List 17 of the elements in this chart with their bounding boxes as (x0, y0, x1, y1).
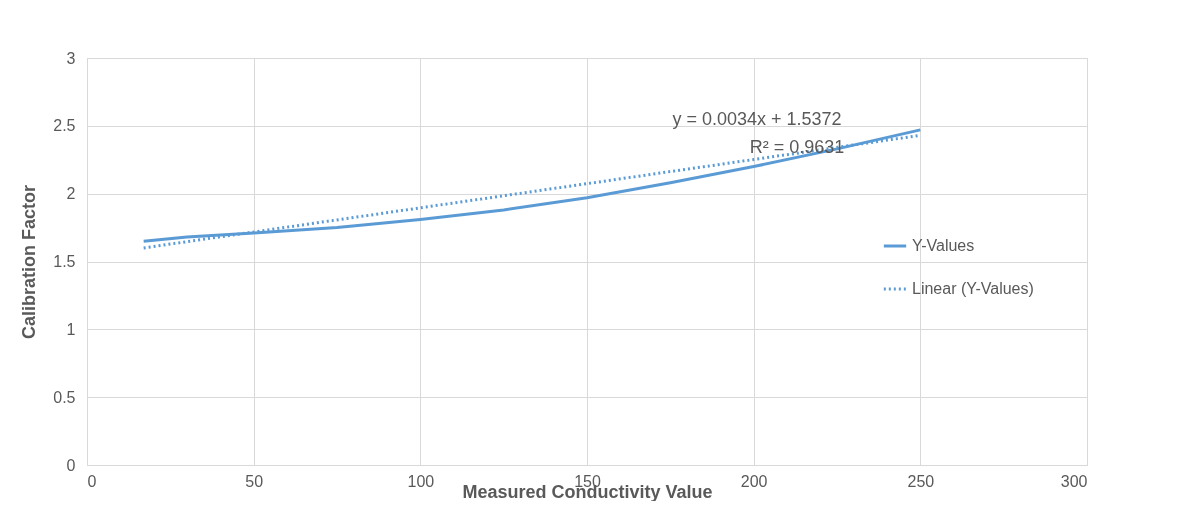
x-tick-label: 200 (740, 472, 768, 490)
legend-label: Linear (Y-Values) (912, 280, 1034, 297)
annotation: y = 0.0034x + 1.5372 (672, 109, 842, 129)
y-tick-label: 1.5 (53, 253, 76, 270)
x-tick-label: 100 (407, 472, 435, 490)
y-tick-label: 1 (66, 320, 76, 338)
y-tick-label: 3 (66, 49, 76, 67)
y-tick-label: 2 (66, 185, 76, 203)
x-tick-label: 250 (907, 472, 935, 490)
x-tick-label: 50 (245, 472, 264, 490)
y-axis-title: Calibration Factor (19, 184, 40, 340)
y-tick-label: 0.5 (53, 388, 76, 406)
y-tick-label: 0 (66, 456, 76, 474)
legend-label: Y-Values (912, 237, 975, 254)
x-tick-label: 300 (1060, 472, 1088, 490)
x-tick-label: 0 (87, 472, 97, 490)
y-tick-label: 2.5 (53, 117, 76, 135)
